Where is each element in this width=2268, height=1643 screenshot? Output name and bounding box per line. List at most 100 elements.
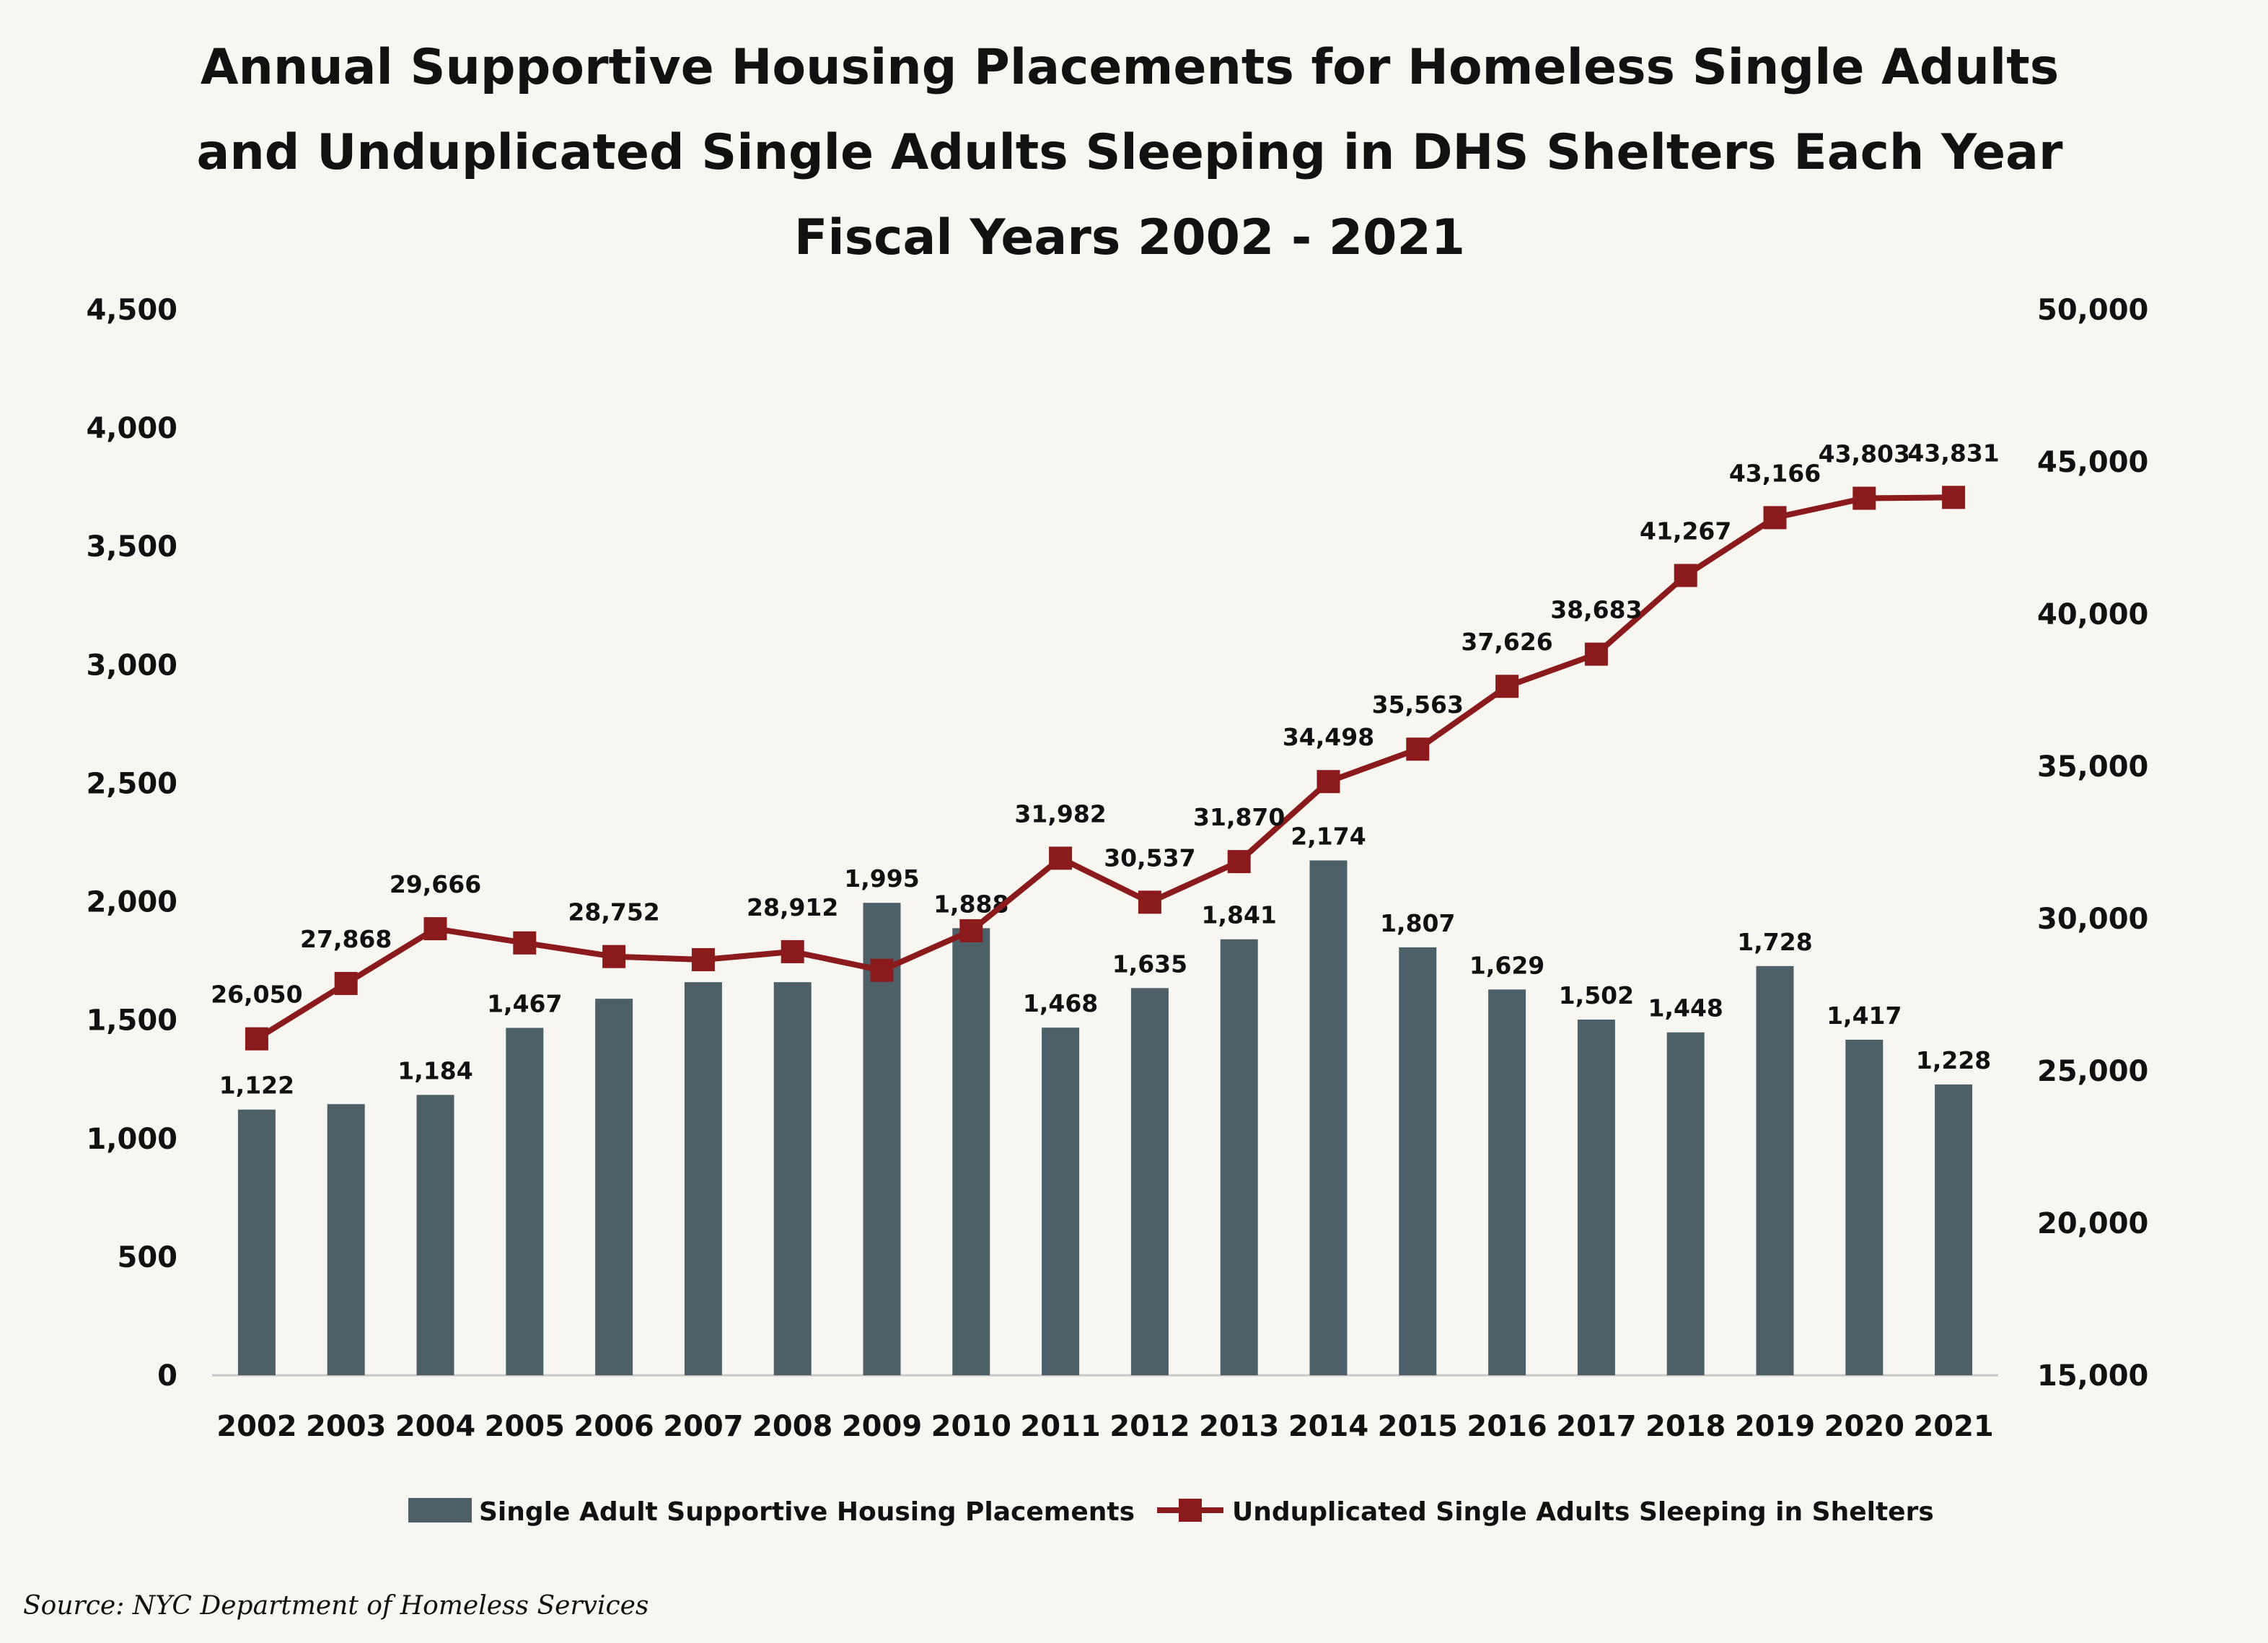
line-marker <box>1942 486 1966 509</box>
right-axis-tick-label: 50,000 <box>2037 294 2148 327</box>
line-data-labels: 26,050 27,868 29,666 28,752 28,912 31,982 30,5… <box>211 439 2000 1008</box>
left-axis-tick-label: 2,500 <box>86 767 177 800</box>
bar <box>595 999 633 1375</box>
x-axis-tick-label: 2019 <box>1735 1410 1815 1443</box>
bar <box>1935 1084 1973 1375</box>
bar-data-label: 1,448 <box>1648 994 1723 1022</box>
left-axis-tick-label: 4,000 <box>86 412 177 445</box>
x-axis-tick-label: 2007 <box>663 1410 743 1443</box>
bar <box>506 1028 544 1375</box>
line-marker <box>781 939 804 963</box>
bar <box>1666 1032 1705 1375</box>
left-axis-tick-label: 2,000 <box>86 886 177 919</box>
line-marker <box>1138 890 1161 914</box>
chart-title-line-2: and Unduplicated Single Adults Sleeping … <box>196 124 2062 181</box>
bar <box>327 1104 365 1375</box>
line-series <box>245 486 1966 1051</box>
x-axis-tick-label: 2003 <box>306 1410 386 1443</box>
bar <box>952 928 990 1375</box>
right-axis-tick-label: 25,000 <box>2037 1055 2148 1088</box>
line-data-label: 26,050 <box>211 981 302 1009</box>
line-marker <box>1406 737 1430 761</box>
bar-data-label: 1,502 <box>1559 981 1634 1009</box>
line-marker <box>334 971 358 995</box>
chart-title-line-1: Annual Supportive Housing Placements for… <box>201 39 2059 96</box>
right-axis-tick-label: 15,000 <box>2037 1359 2148 1393</box>
bar-data-label: 1,122 <box>219 1072 294 1100</box>
line-marker <box>691 947 715 971</box>
line-marker <box>423 917 447 941</box>
line-marker <box>1049 846 1073 870</box>
bar <box>1220 939 1258 1375</box>
x-axis-tick-label: 2016 <box>1467 1410 1547 1443</box>
line-data-label: 35,563 <box>1372 691 1464 719</box>
bar-data-label: 2,174 <box>1291 822 1366 850</box>
bar-data-label: 1,635 <box>1112 950 1187 978</box>
x-axis-tick-label: 2005 <box>485 1410 565 1443</box>
x-axis-tick-label: 2009 <box>842 1410 922 1443</box>
x-axis-tick-label: 2012 <box>1109 1410 1190 1443</box>
line-marker <box>513 931 537 955</box>
line-path <box>255 494 1954 1042</box>
right-axis-tick-label: 35,000 <box>2037 750 2148 784</box>
bar-data-label: 1,728 <box>1737 928 1812 956</box>
line-marker <box>959 919 983 942</box>
line-marker <box>870 958 894 982</box>
legend-bar-swatch <box>408 1498 472 1522</box>
line-data-label: 37,626 <box>1461 628 1552 656</box>
left-axis-tick-label: 1,000 <box>86 1123 177 1156</box>
line-data-label: 31,982 <box>1014 799 1106 828</box>
line-data-label: 31,870 <box>1193 803 1285 831</box>
bar <box>416 1095 454 1375</box>
line-marker <box>245 1027 268 1051</box>
bar-data-label: 1,629 <box>1469 951 1544 979</box>
line-marker <box>1317 770 1340 794</box>
bar-data-labels: 1,122 1,184 1,467 1,995 1,888 1,468 1,635 1,841… <box>219 822 1992 1099</box>
line-data-label: 43,831 <box>1907 439 1999 467</box>
line-marker <box>1763 506 1787 530</box>
x-axis-tick-label: 2010 <box>931 1410 1011 1443</box>
bar <box>1309 860 1348 1375</box>
left-y-axis: 0 500 1,000 1,500 2,000 2,500 3,000 3,500 4,000 4… <box>86 294 177 1393</box>
line-data-label: 41,267 <box>1640 517 1731 546</box>
bar <box>1399 947 1437 1375</box>
line-marker <box>1495 675 1519 698</box>
x-axis-tick-label: 2014 <box>1288 1410 1368 1443</box>
left-axis-tick-label: 500 <box>118 1241 178 1274</box>
left-axis-tick-label: 3,500 <box>86 530 177 564</box>
bar <box>1130 988 1169 1375</box>
line-data-label: 43,803 <box>1819 440 1910 468</box>
left-axis-tick-label: 0 <box>157 1359 177 1393</box>
source-note: Source: NYC Department of Homeless Servi… <box>23 1591 649 1621</box>
right-axis-tick-label: 30,000 <box>2037 903 2148 936</box>
left-axis-tick-label: 4,500 <box>86 294 177 327</box>
line-data-label: 28,912 <box>747 893 838 921</box>
line-marker <box>1584 642 1608 666</box>
x-axis: 2002 2003 2004 2005 2006 2007 2008 2009 2010 2011… <box>216 1410 1994 1443</box>
line-marker <box>1852 486 1876 510</box>
chart-title-line-3: Fiscal Years 2002 - 2021 <box>794 209 1465 266</box>
x-axis-tick-label: 2011 <box>1020 1410 1100 1443</box>
line-marker <box>1674 564 1697 587</box>
x-axis-tick-label: 2015 <box>1378 1410 1458 1443</box>
bar-data-label: 1,468 <box>1023 989 1098 1017</box>
x-axis-tick-label: 2017 <box>1556 1410 1636 1443</box>
bar-data-label: 1,841 <box>1202 901 1277 929</box>
left-axis-tick-label: 3,000 <box>86 649 177 682</box>
x-axis-tick-label: 2013 <box>1199 1410 1279 1443</box>
line-data-label: 38,683 <box>1550 596 1642 624</box>
line-marker <box>1227 850 1251 874</box>
line-data-label: 29,666 <box>390 870 481 898</box>
bar-series <box>237 860 1973 1375</box>
bar-data-label: 1,467 <box>487 989 562 1017</box>
line-data-label: 43,166 <box>1729 459 1821 487</box>
line-marker <box>602 945 626 968</box>
bar-data-label: 1,417 <box>1827 1002 1902 1030</box>
line-data-label: 27,868 <box>300 925 392 953</box>
x-axis-tick-label: 2008 <box>752 1410 832 1443</box>
x-axis-tick-label: 2002 <box>216 1410 296 1443</box>
right-axis-tick-label: 20,000 <box>2037 1207 2148 1240</box>
left-axis-tick-label: 1,500 <box>86 1004 177 1038</box>
x-axis-tick-label: 2004 <box>395 1410 475 1443</box>
